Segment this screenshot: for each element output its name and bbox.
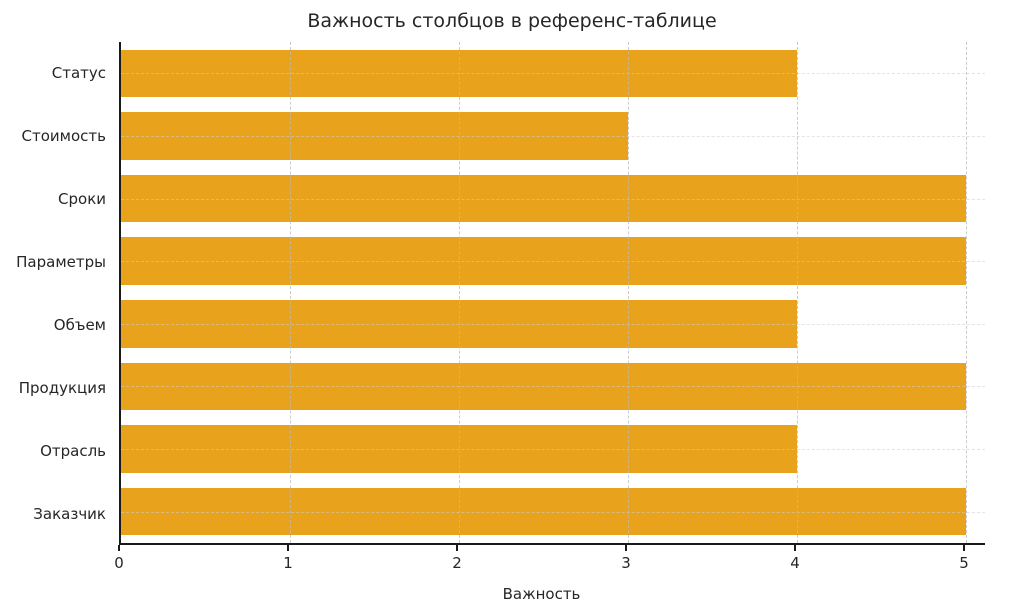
- x-tick-mark: [963, 545, 965, 551]
- bar-row: [121, 480, 985, 543]
- y-tick-label: Сроки: [58, 190, 106, 209]
- bar: [121, 112, 628, 160]
- x-tick-label: 1: [283, 554, 293, 572]
- bar-row: [121, 105, 985, 168]
- bar: [121, 174, 966, 223]
- bar: [121, 300, 797, 348]
- x-tick-label: 0: [114, 554, 124, 572]
- bar-row: [121, 167, 985, 230]
- x-tick-label: 2: [452, 554, 462, 572]
- x-tick-mark: [794, 545, 796, 551]
- bar-row: [121, 418, 985, 481]
- bar: [121, 425, 797, 473]
- y-tick-label: Статус: [51, 64, 106, 83]
- x-axis-ticks: 0 1 2 3 4 5: [114, 545, 969, 579]
- y-tick-label: Заказчик: [33, 504, 106, 523]
- chart-title: Важность столбцов в референс-таблице: [307, 10, 717, 32]
- bar: [121, 49, 797, 98]
- x-tick-mark: [456, 545, 458, 551]
- bar-row: [121, 355, 985, 418]
- y-tick-label: Параметры: [16, 253, 106, 272]
- bar: [121, 362, 966, 411]
- bar-row: [121, 42, 985, 105]
- x-axis-label: Важность: [502, 585, 581, 603]
- plot-area: [119, 42, 985, 545]
- y-tick-label: Продукция: [18, 378, 106, 397]
- y-tick-label: Стоимость: [21, 127, 106, 146]
- bar: [121, 237, 966, 285]
- x-tick-mark: [118, 545, 120, 551]
- y-tick-label: Отрасль: [40, 441, 106, 460]
- x-tick-mark: [287, 545, 289, 551]
- plot-inner: [121, 42, 985, 543]
- bar-row: [121, 293, 985, 356]
- x-tick-label: 3: [621, 554, 631, 572]
- x-tick-label: 5: [959, 554, 969, 572]
- y-axis-labels: Статус Стоимость Сроки Параметры Объем Продук…: [0, 42, 112, 545]
- bar: [121, 487, 966, 536]
- x-tick-label: 4: [790, 554, 800, 572]
- x-tick-mark: [625, 545, 627, 551]
- y-tick-label: Объем: [53, 315, 106, 334]
- vertical-grid-line: [966, 42, 967, 543]
- bar-row: [121, 230, 985, 293]
